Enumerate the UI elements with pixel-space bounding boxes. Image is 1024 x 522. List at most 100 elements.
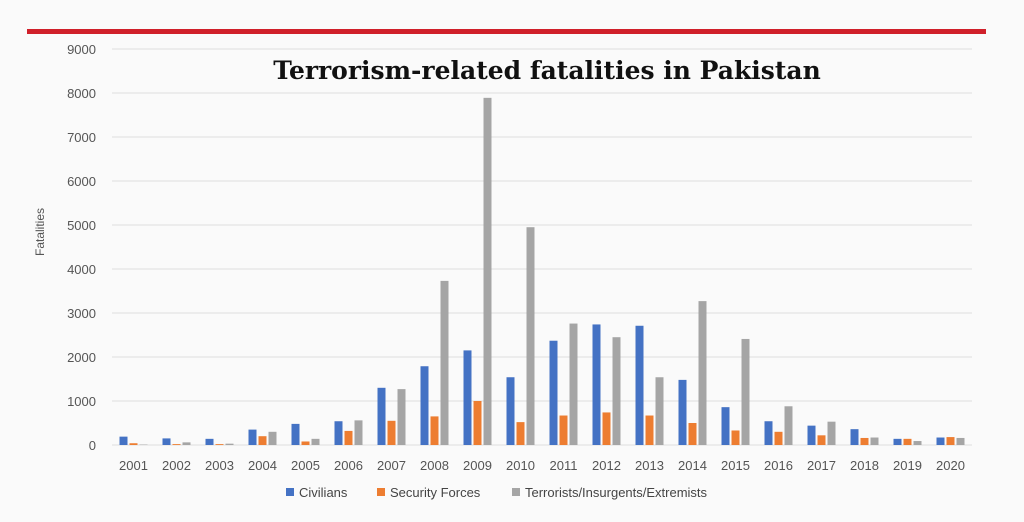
- bar-terrorists-2008: [440, 280, 449, 445]
- bar-security_forces-2008: [430, 416, 439, 445]
- bar-security_forces-2003: [215, 444, 224, 445]
- bar-civilians-2004: [248, 429, 257, 445]
- x-tick-label-2008: 2008: [420, 458, 449, 473]
- bar-terrorists-2007: [397, 389, 406, 445]
- bar-civilians-2020: [936, 437, 945, 445]
- bar-civilians-2006: [334, 421, 343, 445]
- x-tick-label-2002: 2002: [162, 458, 191, 473]
- bar-security_forces-2010: [516, 422, 525, 445]
- bar-terrorists-2016: [784, 406, 793, 445]
- chart-title: Terrorism-related fatalities in Pakistan: [273, 56, 821, 85]
- x-tick-label-2007: 2007: [377, 458, 406, 473]
- bar-security_forces-2009: [473, 401, 482, 445]
- bar-civilians-2005: [291, 423, 300, 445]
- x-tick-label-2011: 2011: [550, 458, 578, 473]
- bar-security_forces-2005: [301, 441, 310, 445]
- legend-label-civilians: Civilians: [299, 485, 348, 500]
- bar-civilians-2007: [377, 387, 386, 445]
- legend-swatch-terrorists: [512, 488, 520, 496]
- bar-security_forces-2001: [129, 443, 138, 445]
- bar-security_forces-2002: [172, 444, 181, 445]
- x-tick-label-2009: 2009: [463, 458, 492, 473]
- bar-terrorists-2018: [870, 437, 879, 445]
- bar-terrorists-2010: [526, 227, 535, 445]
- bars: [119, 97, 965, 445]
- bar-security_forces-2018: [860, 437, 869, 445]
- bar-civilians-2017: [807, 425, 816, 445]
- bar-civilians-2016: [764, 421, 773, 445]
- bar-terrorists-2006: [354, 420, 363, 445]
- bar-security_forces-2017: [817, 435, 826, 445]
- bar-security_forces-2004: [258, 436, 267, 445]
- bar-security_forces-2013: [645, 415, 654, 445]
- bar-civilians-2014: [678, 379, 687, 445]
- bar-civilians-2008: [420, 366, 429, 445]
- x-tick-label-2003: 2003: [205, 458, 234, 473]
- bar-terrorists-2017: [827, 421, 836, 445]
- legend-label-terrorists: Terrorists/Insurgents/Extremists: [525, 485, 708, 500]
- y-tick-label-0: 0: [89, 438, 96, 453]
- x-tick-label-2017: 2017: [807, 458, 836, 473]
- x-tick-label-2001: 2001: [119, 458, 148, 473]
- gridlines: [112, 48, 972, 446]
- bar-civilians-2012: [592, 324, 601, 445]
- y-tick-label-2000: 2000: [67, 350, 96, 365]
- y-tick-label-9000: 9000: [67, 42, 96, 57]
- x-axis-ticks: 2001 2002 2003 2004 2005 2006 2007 2008 2009 2010…: [119, 458, 965, 473]
- bar-civilians-2018: [850, 429, 859, 445]
- bar-civilians-2011: [549, 340, 558, 445]
- x-tick-label-2015: 2015: [721, 458, 750, 473]
- x-tick-label-2004: 2004: [248, 458, 277, 473]
- bar-security_forces-2011: [559, 415, 568, 445]
- x-tick-label-2012: 2012: [592, 458, 621, 473]
- bar-civilians-2019: [893, 438, 902, 445]
- bar-terrorists-2020: [956, 437, 965, 445]
- bar-civilians-2003: [205, 438, 214, 445]
- bar-civilians-2009: [463, 350, 472, 445]
- x-tick-label-2019: 2019: [893, 458, 922, 473]
- x-tick-label-2018: 2018: [850, 458, 879, 473]
- x-tick-label-2014: 2014: [678, 458, 707, 473]
- bar-civilians-2010: [506, 377, 515, 445]
- bar-terrorists-2002: [182, 442, 191, 445]
- bar-terrorists-2011: [569, 323, 578, 445]
- bar-security_forces-2014: [688, 423, 697, 445]
- legend: Civilians Security Forces Terrorists/Insur…: [286, 485, 708, 500]
- bar-civilians-2002: [162, 438, 171, 445]
- bar-civilians-2001: [119, 436, 128, 445]
- y-tick-label-5000: 5000: [67, 218, 96, 233]
- bar-security_forces-2019: [903, 438, 912, 445]
- bar-civilians-2015: [721, 407, 730, 445]
- bar-terrorists-2015: [741, 338, 750, 445]
- legend-swatch-security_forces: [377, 488, 385, 496]
- y-tick-label-7000: 7000: [67, 130, 96, 145]
- y-axis-title: Fatalities: [33, 208, 47, 256]
- bar-security_forces-2012: [602, 412, 611, 445]
- bar-security_forces-2007: [387, 420, 396, 445]
- y-tick-label-4000: 4000: [67, 262, 96, 277]
- legend-label-security_forces: Security Forces: [390, 485, 481, 500]
- x-tick-label-2016: 2016: [764, 458, 793, 473]
- bar-security_forces-2006: [344, 430, 353, 445]
- x-tick-label-2005: 2005: [291, 458, 320, 473]
- bar-security_forces-2020: [946, 437, 955, 445]
- bar-terrorists-2005: [311, 438, 320, 445]
- y-axis-ticks: 0 1000 2000 3000 4000 5000 6000 7000 8000 9000: [67, 42, 96, 453]
- bar-terrorists-2004: [268, 431, 277, 445]
- bar-security_forces-2016: [774, 431, 783, 445]
- y-tick-label-6000: 6000: [67, 174, 96, 189]
- bar-terrorists-2013: [655, 377, 664, 445]
- x-tick-label-2006: 2006: [334, 458, 363, 473]
- y-tick-label-8000: 8000: [67, 86, 96, 101]
- bar-terrorists-2012: [612, 337, 621, 445]
- bar-terrorists-2019: [913, 441, 922, 445]
- bar-terrorists-2003: [225, 443, 234, 445]
- x-tick-label-2020: 2020: [936, 458, 965, 473]
- bar-civilians-2013: [635, 325, 644, 445]
- x-tick-label-2010: 2010: [506, 458, 535, 473]
- bar-security_forces-2015: [731, 430, 740, 445]
- y-tick-label-3000: 3000: [67, 306, 96, 321]
- top-rule: [27, 29, 986, 34]
